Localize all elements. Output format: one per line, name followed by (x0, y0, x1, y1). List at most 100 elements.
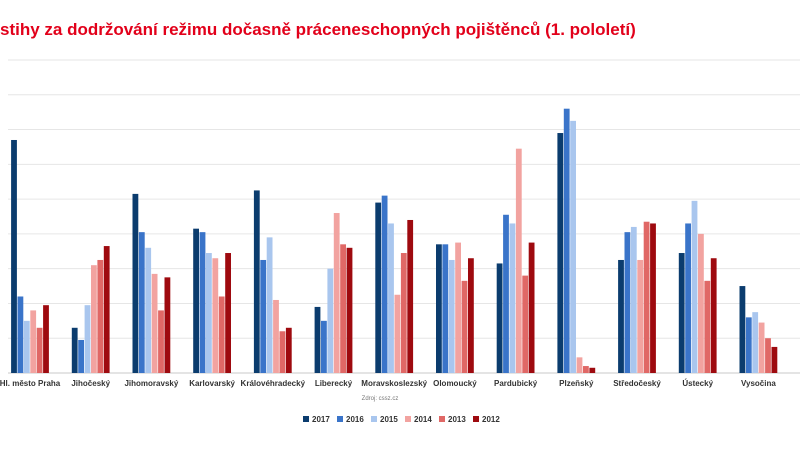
bar (193, 228, 199, 373)
bar (691, 200, 698, 373)
bar (266, 237, 273, 373)
bar (218, 296, 225, 373)
bar (710, 258, 717, 373)
bar (563, 108, 570, 373)
bar (643, 221, 650, 373)
bar (273, 299, 279, 373)
chart-title: stihy za dodržování režimu dočasně práce… (0, 20, 636, 39)
bar (164, 277, 171, 373)
bar (206, 253, 212, 373)
bar (138, 232, 145, 373)
x-tick-label: Moravskoslezský (361, 379, 427, 388)
bar (650, 223, 656, 373)
legend-swatch (473, 416, 479, 422)
bar (468, 258, 474, 373)
bar (698, 233, 704, 373)
bar-series (11, 108, 778, 373)
bar (375, 202, 382, 373)
bar (570, 120, 576, 373)
bar (340, 244, 346, 373)
bar (678, 253, 685, 373)
bar (509, 223, 516, 373)
bar (455, 242, 461, 373)
bar (771, 346, 778, 373)
legend-label: 2017 (312, 415, 330, 424)
bar (285, 327, 292, 373)
bar (400, 253, 407, 373)
bar (333, 213, 340, 373)
bar (260, 259, 267, 373)
x-tick-label: Středočeský (613, 379, 661, 388)
source-note: Zdroj: cssz.cz (362, 396, 399, 402)
bar (637, 259, 644, 373)
bar (388, 223, 394, 373)
bar (279, 331, 286, 373)
bar (132, 193, 139, 373)
legend: 2017 2016 2015 2014 2013 2012 (303, 415, 500, 424)
bar (448, 259, 455, 373)
bar (765, 338, 771, 373)
bar (97, 259, 104, 373)
bar (394, 294, 401, 373)
bar (327, 268, 334, 373)
bar (158, 310, 164, 373)
bar (30, 310, 37, 373)
bar (36, 327, 43, 373)
x-tick-label: Ústecký (682, 379, 713, 388)
x-tick-label: Karlovarský (189, 379, 235, 388)
bar (528, 242, 535, 373)
bar (583, 366, 589, 373)
bar (151, 273, 158, 373)
legend-swatch (439, 416, 445, 422)
bar (314, 306, 321, 373)
bar (43, 305, 49, 373)
bar (199, 232, 206, 373)
bar (522, 275, 529, 373)
legend-label: 2014 (414, 415, 432, 424)
bar (253, 190, 260, 373)
bar (752, 312, 759, 373)
x-tick-label: Liberecký (315, 379, 353, 388)
bar (503, 214, 509, 373)
legend-swatch (371, 416, 377, 422)
x-tick-label: Královéhradecký (241, 379, 306, 388)
x-tick-label: Vysočina (741, 379, 776, 388)
bar (407, 219, 414, 373)
bar (739, 286, 746, 373)
bar (442, 244, 449, 373)
legend-label: 2013 (448, 415, 466, 424)
bar (496, 263, 503, 373)
bar (436, 244, 442, 373)
legend-swatch (337, 416, 343, 422)
bar (515, 148, 522, 373)
x-axis-labels: Hl. město Praha Jihočeský Jihomoravský Karl… (0, 379, 776, 388)
legend-label: 2016 (346, 415, 364, 424)
bar (758, 322, 765, 373)
bar (17, 296, 24, 373)
bar (321, 320, 327, 373)
bar (145, 247, 152, 373)
x-tick-label: Jihomoravský (124, 379, 178, 388)
bar (618, 259, 624, 373)
bar (78, 339, 84, 373)
legend-label: 2015 (380, 415, 398, 424)
bar (212, 258, 219, 373)
x-tick-label: Plzeňský (559, 379, 594, 388)
bar (225, 253, 231, 373)
x-tick-label: Hl. město Praha (0, 379, 61, 388)
bar (103, 246, 110, 373)
legend-swatch (303, 416, 309, 422)
bar (11, 139, 17, 373)
bar (381, 195, 388, 373)
x-tick-label: Olomoucký (433, 379, 477, 388)
bar (704, 280, 711, 373)
x-tick-label: Pardubický (494, 379, 538, 388)
bar (685, 223, 691, 373)
bar (624, 232, 631, 373)
bar (557, 133, 564, 373)
bar (346, 247, 353, 373)
bar (745, 317, 752, 373)
x-tick-label: Jihočeský (71, 379, 110, 388)
